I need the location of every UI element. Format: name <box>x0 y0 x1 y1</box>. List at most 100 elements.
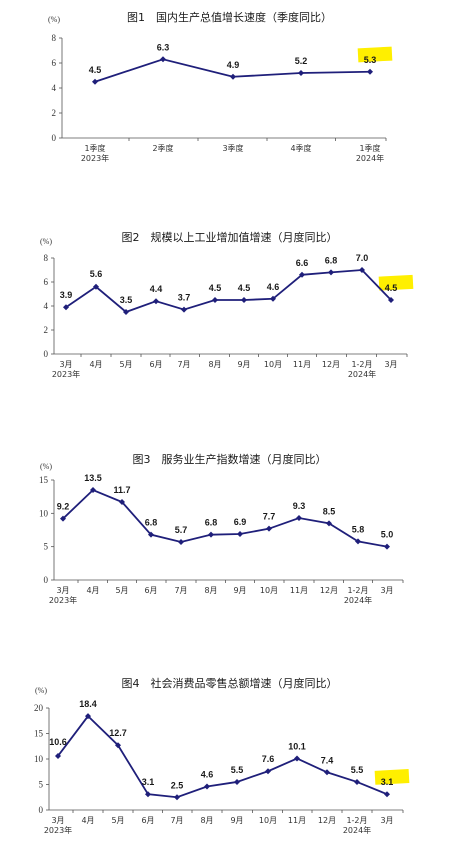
chart-2-title: 图2 规模以上工业增加值增速（月度同比） <box>122 230 338 244</box>
chart-3-data-point <box>326 520 332 527</box>
chart-4-x-tick-label: 10月 <box>259 816 277 825</box>
chart-3-x-tick-label: 7月 <box>174 586 187 595</box>
chart-4-x-tick-label: 3月 <box>51 816 64 825</box>
chart-2-data-label: 3.5 <box>120 295 133 305</box>
chart-2-data-point <box>63 304 69 311</box>
chart-2-data-label: 4.5 <box>238 283 251 293</box>
chart-1-x-tick-label: 2季度 <box>152 143 173 153</box>
chart-3-y-tick-label: 0 <box>44 575 49 585</box>
chart-4-x-tick-label: 6月 <box>141 816 154 825</box>
chart-1-unit-label: (%) <box>48 15 60 24</box>
chart-4-y-tick-label: 15 <box>34 729 44 739</box>
chart-2-data-point <box>388 297 394 303</box>
chart-4-data-label: 12.7 <box>109 728 127 738</box>
chart-4-data-point <box>85 713 91 720</box>
chart-4-data-label: 3.1 <box>381 777 394 787</box>
chart-4-data-point <box>384 791 390 798</box>
chart-1-data-point <box>230 73 236 80</box>
chart-4-data-label: 4.6 <box>201 770 214 780</box>
chart-2-y-tick-label: 2 <box>44 325 49 335</box>
chart-3-data-label: 6.9 <box>234 517 247 527</box>
chart-3-title: 图3 服务业生产指数增速（月度同比） <box>133 452 327 466</box>
chart-2-data-point <box>241 297 247 303</box>
chart-2-x-tick-label: 4月 <box>89 360 102 369</box>
chart-3-x-tick-label: 11月 <box>290 586 308 595</box>
chart-2-highlight-marker <box>378 274 414 291</box>
chart-1-y-tick-label: 8 <box>52 33 57 43</box>
chart-4-data-label: 5.5 <box>351 765 364 775</box>
chart-4-unit-label: (%) <box>35 686 47 695</box>
chart-2-data-label: 4.5 <box>385 283 398 293</box>
chart-3-y-tick-label: 10 <box>39 508 49 518</box>
chart-4-data-point <box>145 791 151 798</box>
chart-1-x-tick-label: 1季度 <box>84 143 105 153</box>
chart-1-y-tick-label: 2 <box>52 108 57 118</box>
chart-2-x-tick-label: 9月 <box>237 360 250 369</box>
chart-2-data-label: 3.9 <box>60 290 73 300</box>
chart-2-y-tick-label: 8 <box>44 253 49 263</box>
chart-2-x-tick-label: 6月 <box>149 360 162 369</box>
chart-4-data-label: 10.1 <box>288 741 306 751</box>
chart-4-data-point <box>234 778 240 785</box>
chart-2-x-tick-label: 3月 <box>384 360 397 369</box>
chart-3-x-year-label: 2023年 <box>49 595 77 605</box>
chart-3-x-tick-label: 12月 <box>320 586 338 595</box>
chart-4-x-tick-label: 7月 <box>170 816 183 825</box>
chart-4-x-tick-label: 12月 <box>318 816 336 825</box>
chart-4-x-tick-label: 8月 <box>200 816 213 825</box>
chart-3-data-label: 9.3 <box>293 501 306 511</box>
chart-2-data-point <box>93 283 99 290</box>
chart-2-unit-label: (%) <box>40 237 52 246</box>
chart-3-x-tick-label: 5月 <box>115 586 128 595</box>
chart-2-data-label: 3.7 <box>178 293 191 303</box>
chart-3-data-label: 13.5 <box>84 473 102 483</box>
chart-3-data-label: 6.8 <box>145 518 158 528</box>
chart-3-x-tick-label: 6月 <box>144 586 157 595</box>
chart-3-data-label: 8.5 <box>323 506 336 516</box>
chart-3-data-point <box>60 515 66 522</box>
chart-2-data-label: 4.5 <box>209 283 222 293</box>
chart-4-data-label: 5.5 <box>231 765 244 775</box>
chart-1-x-year-label: 2024年 <box>356 153 384 163</box>
chart-1-data-label: 6.3 <box>157 42 170 52</box>
chart-2-data-point <box>299 271 305 278</box>
chart-2-data-point <box>153 298 159 305</box>
chart-4-data-point <box>115 742 121 749</box>
chart-4-x-tick-label: 1-2月 <box>346 816 367 825</box>
chart-1-x-year-label: 2023年 <box>81 153 109 163</box>
chart-4-y-tick-label: 10 <box>34 754 44 764</box>
chart-1-x-tick-label: 4季度 <box>290 143 311 153</box>
chart-3-data-label: 6.8 <box>205 518 218 528</box>
chart-3-series-line <box>62 488 388 548</box>
chart-3-data-label: 5.0 <box>381 530 394 540</box>
chart-3-unit-label: (%) <box>40 462 52 471</box>
chart-1-y-tick-label: 0 <box>52 133 57 143</box>
chart-4-data-point <box>55 752 61 759</box>
chart-3-x-tick-label: 10月 <box>260 586 278 595</box>
chart-4-data-label: 10.6 <box>49 737 67 747</box>
chart-2-x-tick-label: 11月 <box>293 360 311 369</box>
chart-3-data-label: 5.8 <box>352 524 365 534</box>
chart-2-data-label: 6.8 <box>325 255 338 265</box>
chart-2-data-label: 6.6 <box>296 258 309 268</box>
chart-1-data-label: 4.5 <box>89 65 102 75</box>
chart-2-y-tick-label: 6 <box>44 277 49 287</box>
chart-2-x-tick-label: 10月 <box>264 360 282 369</box>
chart-2-x-year-label: 2023年 <box>52 369 80 379</box>
chart-1-data-point <box>92 78 98 85</box>
chart-3-data-label: 11.7 <box>113 485 130 495</box>
chart-4-x-tick-label: 11月 <box>288 816 306 825</box>
chart-4-data-point <box>174 794 180 801</box>
chart-2-x-tick-label: 3月 <box>59 360 72 369</box>
chart-4-data-label: 2.5 <box>171 780 184 790</box>
chart-3-x-year-label: 2024年 <box>344 595 372 605</box>
chart-3-y-tick-label: 15 <box>39 475 49 485</box>
chart-2-x-tick-label: 12月 <box>322 360 340 369</box>
chart-2-data-point <box>212 297 218 303</box>
chart-3-data-label: 9.2 <box>57 502 70 512</box>
chart-2-data-point <box>359 267 365 273</box>
chart-4-data-point <box>324 769 330 776</box>
chart-2-x-tick-label: 5月 <box>119 360 132 369</box>
chart-1-data-label: 5.3 <box>364 55 377 65</box>
